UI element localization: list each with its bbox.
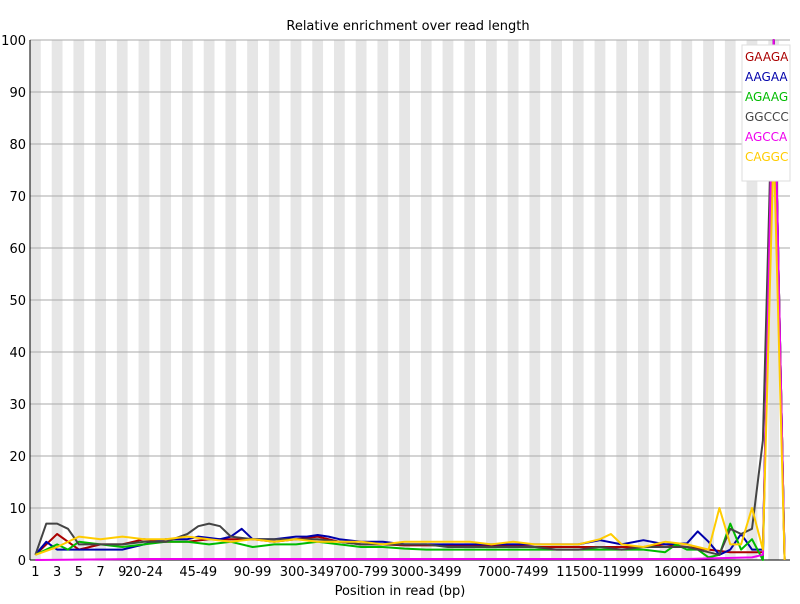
y-tick-label: 50 [9, 294, 26, 309]
y-tick-label: 60 [9, 242, 26, 257]
x-tick-label: 7 [96, 565, 104, 580]
legend-entry: AAGAA [745, 70, 788, 84]
x-tick-label: 3 [53, 565, 61, 580]
legend-entry: GGCCC [745, 110, 789, 124]
legend-entry: CAGGC [745, 150, 788, 164]
x-tick-label: 3000-3499 [391, 565, 462, 580]
x-tick-label: 700-799 [334, 565, 388, 580]
y-tick-label: 20 [9, 450, 26, 465]
y-tick-label: 100 [1, 34, 26, 49]
y-tick-label: 40 [9, 346, 26, 361]
gridlines [30, 39, 790, 561]
series-line-caggc [35, 143, 786, 561]
y-tick-label: 70 [9, 190, 26, 205]
x-tick-label: 90-99 [234, 565, 272, 580]
legend-entry: AGCCA [745, 130, 788, 144]
legend: GAAGA AAGAA AGAAG GGCCC AGCCA CAGGC [741, 44, 791, 182]
legend-entry: AGAAG [745, 90, 788, 104]
legend-box [741, 44, 791, 182]
legend-entry: GAAGA [745, 50, 789, 64]
y-tick-label: 30 [9, 398, 26, 413]
y-tick-labels: 0 10 20 30 40 50 60 70 80 90 100 [1, 34, 26, 569]
series-line-ggccc [34, 39, 786, 561]
y-tick-label: 10 [9, 502, 26, 517]
x-tick-label: 45-49 [179, 565, 217, 580]
x-tick-label: 20-24 [125, 565, 163, 580]
x-axis-label: Position in read (bp) [335, 584, 466, 599]
series-lines [34, 39, 786, 561]
x-tick-label: 16000-16499 [654, 565, 741, 580]
x-tick-label: 300-349 [280, 565, 334, 580]
x-tick-label: 1 [31, 565, 39, 580]
chart-title: Relative enrichment over read length [286, 19, 529, 34]
x-tick-label: 7000-7499 [478, 565, 549, 580]
y-tick-label: 0 [18, 554, 26, 569]
y-tick-label: 80 [9, 138, 26, 153]
x-tick-label: 9 [118, 565, 126, 580]
x-tick-label: 11500-11999 [556, 565, 643, 580]
x-tick-label: 5 [75, 565, 83, 580]
y-tick-label: 90 [9, 86, 26, 101]
x-tick-labels: 1 3 5 7 920-24 45-49 90-99 300-349 700-799 3000-3… [31, 565, 741, 580]
